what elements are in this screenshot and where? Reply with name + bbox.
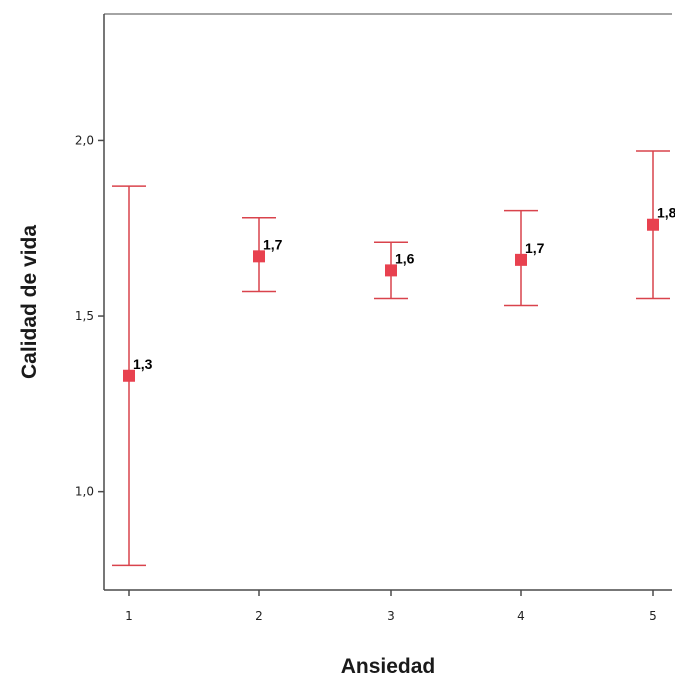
- x-tick-label: 2: [255, 609, 263, 623]
- x-tick-label: 5: [649, 609, 657, 623]
- axes: [103, 13, 672, 591]
- data-label: 1,7: [525, 240, 545, 256]
- mean-point: [123, 369, 135, 382]
- y-ticks: 1,0 1,5 2,0: [75, 133, 104, 499]
- mean-points: [123, 218, 659, 382]
- data-label: 1,8: [657, 205, 675, 221]
- mean-point: [515, 253, 527, 266]
- y-tick-label: 1,5: [75, 309, 94, 323]
- mean-point: [385, 264, 397, 277]
- x-tick-label: 1: [125, 609, 133, 623]
- x-ticks: 1 2 3 4 5: [125, 590, 657, 623]
- x-axis-title: Ansiedad: [341, 655, 436, 678]
- data-labels: 1,3 1,7 1,6 1,7 1,8: [133, 205, 675, 372]
- data-label: 1,7: [263, 236, 283, 252]
- y-tick-label: 1,0: [75, 485, 94, 499]
- error-bars: [112, 150, 670, 567]
- data-label: 1,3: [133, 356, 153, 372]
- y-tick-label: 2,0: [75, 133, 94, 147]
- y-axis-title: Calidad de vida: [18, 225, 41, 379]
- x-tick-label: 4: [517, 609, 525, 623]
- data-label: 1,6: [395, 250, 415, 266]
- mean-point: [647, 218, 659, 231]
- mean-point: [253, 250, 265, 263]
- x-tick-label: 3: [387, 609, 395, 623]
